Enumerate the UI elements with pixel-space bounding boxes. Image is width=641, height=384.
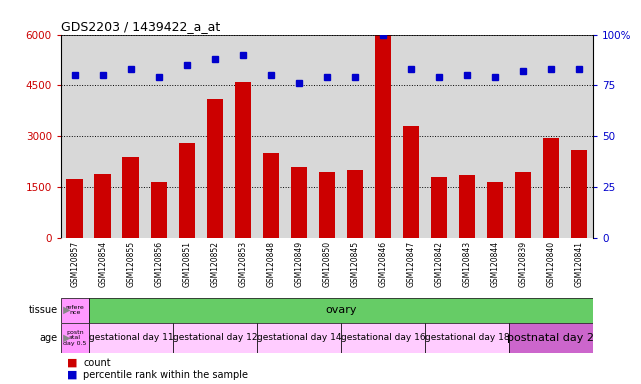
Bar xyxy=(458,175,476,238)
Text: gestational day 18: gestational day 18 xyxy=(424,333,509,343)
Bar xyxy=(257,323,341,353)
Bar xyxy=(122,157,139,238)
Text: GSM120849: GSM120849 xyxy=(294,241,303,287)
Text: GSM120842: GSM120842 xyxy=(435,241,444,287)
Bar xyxy=(431,177,447,238)
Bar xyxy=(67,179,83,238)
Text: ■: ■ xyxy=(67,370,78,380)
Text: ▶: ▶ xyxy=(60,333,71,343)
Text: gestational day 14: gestational day 14 xyxy=(256,333,341,343)
Text: GSM120854: GSM120854 xyxy=(99,241,108,287)
Bar xyxy=(347,170,363,238)
Bar xyxy=(89,323,173,353)
Text: GDS2203 / 1439422_a_at: GDS2203 / 1439422_a_at xyxy=(61,20,220,33)
Text: GSM120853: GSM120853 xyxy=(238,241,247,287)
Text: GSM120851: GSM120851 xyxy=(183,241,192,287)
Bar xyxy=(425,323,509,353)
Text: ■: ■ xyxy=(67,358,78,368)
Bar xyxy=(178,143,196,238)
Bar xyxy=(235,82,251,238)
Text: postnatal day 2: postnatal day 2 xyxy=(508,333,594,343)
Text: gestational day 11: gestational day 11 xyxy=(88,333,173,343)
Text: refere
nce: refere nce xyxy=(65,305,84,316)
Text: ▶: ▶ xyxy=(60,305,71,315)
Bar xyxy=(341,323,425,353)
Bar xyxy=(515,172,531,238)
Text: postn
atal
day 0.5: postn atal day 0.5 xyxy=(63,329,87,346)
Text: age: age xyxy=(40,333,58,343)
Bar xyxy=(319,172,335,238)
Text: percentile rank within the sample: percentile rank within the sample xyxy=(83,370,248,380)
Text: ovary: ovary xyxy=(325,305,356,315)
Text: GSM120852: GSM120852 xyxy=(210,241,219,287)
Bar xyxy=(509,323,593,353)
Bar xyxy=(94,174,112,238)
Bar xyxy=(374,35,391,238)
Bar xyxy=(487,182,503,238)
Text: GSM120855: GSM120855 xyxy=(126,241,135,287)
Bar xyxy=(570,150,587,238)
Bar xyxy=(263,153,279,238)
Text: GSM120845: GSM120845 xyxy=(351,241,360,287)
Text: tissue: tissue xyxy=(29,305,58,315)
Text: GSM120844: GSM120844 xyxy=(490,241,499,287)
Text: gestational day 16: gestational day 16 xyxy=(340,333,425,343)
Text: GSM120848: GSM120848 xyxy=(267,241,276,287)
Bar xyxy=(173,323,257,353)
Bar xyxy=(61,298,89,323)
Bar xyxy=(290,167,307,238)
Text: GSM120856: GSM120856 xyxy=(154,241,163,287)
Text: count: count xyxy=(83,358,111,368)
Bar xyxy=(61,323,89,353)
Text: gestational day 12: gestational day 12 xyxy=(172,333,257,343)
Text: GSM120840: GSM120840 xyxy=(546,241,555,287)
Bar xyxy=(151,182,167,238)
Text: GSM120857: GSM120857 xyxy=(71,241,79,287)
Bar xyxy=(206,99,223,238)
Text: GSM120839: GSM120839 xyxy=(519,241,528,287)
Text: GSM120846: GSM120846 xyxy=(378,241,387,287)
Text: GSM120843: GSM120843 xyxy=(462,241,471,287)
Text: GSM120850: GSM120850 xyxy=(322,241,331,287)
Text: GSM120841: GSM120841 xyxy=(574,241,583,287)
Text: GSM120847: GSM120847 xyxy=(406,241,415,287)
Bar xyxy=(403,126,419,238)
Bar xyxy=(542,138,560,238)
